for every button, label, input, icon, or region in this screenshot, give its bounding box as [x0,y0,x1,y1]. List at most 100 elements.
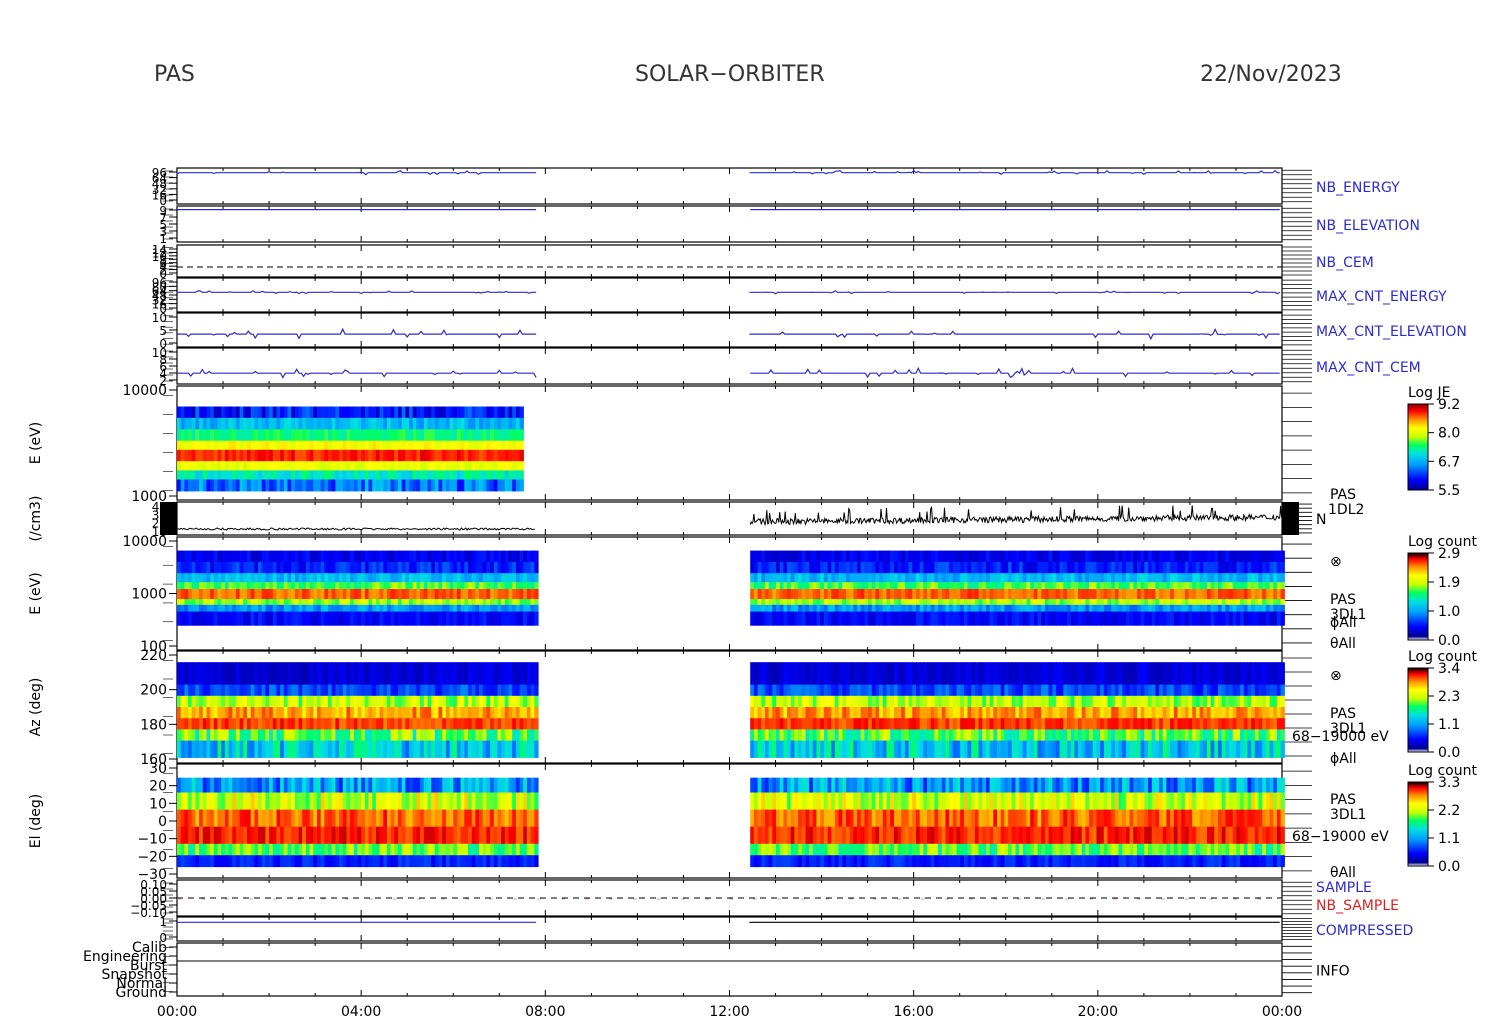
energy3d-spectrogram-cell [1254,582,1260,590]
energy3d-spectrogram-cell [298,604,303,613]
energy3d-spectrogram-cell [834,573,840,583]
azimuth-spectrogram-cell [757,684,762,697]
azimuth-spectrogram-cell [526,662,532,686]
energy-spectrogram-cell [416,429,421,442]
energy3d-spectrogram-cell [232,589,237,600]
azimuth-spectrogram-cell [997,718,1002,730]
y-tick-label: Engineering [83,949,167,965]
energy-spectrogram-cell [188,417,193,430]
energy-spectrogram-cell [291,406,296,419]
energy-spectrogram-cell [324,449,329,462]
energy3d-spectrogram-cell [228,611,233,626]
energy-spectrogram-cell [324,440,329,451]
energy-spectrogram-cell [317,417,322,430]
energy3d-spectrogram-cell [1070,582,1075,590]
energy3d-spectrogram-cell [269,611,274,626]
energy-spectrogram-cell [228,449,233,462]
energy3d-spectrogram-cell [523,599,528,606]
azimuth-spectrogram-cell [468,707,473,719]
energy-spectrogram-cell [460,417,465,430]
energy-spectrogram-cell [497,470,502,480]
energy-spectrogram-cell [235,406,241,419]
azimuth-spectrogram-cell [787,740,792,758]
energy3d-spectrogram-cell [952,573,958,583]
azimuth-spectrogram-cell [1004,718,1009,730]
energy3d-spectrogram-cell [1262,550,1267,563]
energy3d-spectrogram-cell [971,582,976,590]
azimuth-spectrogram-cell [750,740,755,758]
azimuth-spectrogram-cell [375,729,381,742]
energy3d-spectrogram-cell [1199,589,1204,600]
energy3d-spectrogram-cell [1188,604,1193,613]
max-cnt-cem-trace [177,368,537,379]
energy3d-spectrogram-cell [1240,573,1245,583]
azimuth-spectrogram-cell [361,662,366,686]
azimuth-spectrogram-cell [331,695,336,708]
azimuth-spectrogram-cell [982,662,987,686]
azimuth-spectrogram-cell [934,695,939,708]
energy3d-spectrogram-cell [1030,611,1035,626]
energy-spectrogram-cell [331,479,336,492]
y-tick-label: Calib [132,940,167,956]
energy3d-spectrogram-cell [919,599,924,606]
energy3d-spectrogram-cell [449,561,454,574]
azimuth-spectrogram-cell [269,695,274,708]
energy3d-spectrogram-cell [1100,604,1105,613]
azimuth-spectrogram-cell [401,662,406,686]
energy3d-spectrogram-cell [1148,611,1153,626]
energy-spectrogram-cell [250,429,255,442]
energy-spectrogram-cell [383,406,388,419]
azimuth-spectrogram-cell [497,707,502,719]
azimuth-spectrogram-cell [390,695,395,708]
energy3d-spectrogram-cell [250,604,255,613]
azimuth-spectrogram-cell [195,729,200,742]
energy-spectrogram-cell [184,461,189,471]
azimuth-spectrogram-cell [1015,740,1020,758]
energy3d-spectrogram-cell [342,561,348,574]
energy-spectrogram-cell [445,449,451,462]
energy3d-spectrogram-cell [1089,599,1094,606]
energy-spectrogram-cell [434,406,440,419]
energy-spectrogram-cell [232,417,237,430]
energy3d-spectrogram-cell [1004,599,1009,606]
energy3d-spectrogram-cell [952,582,958,590]
energy-spectrogram-cell [361,461,366,471]
y-tick-label: 30 [149,761,167,777]
energy3d-spectrogram-cell [934,599,939,606]
energy3d-spectrogram-cell [765,573,770,583]
energy-spectrogram-cell [493,461,499,471]
energy-spectrogram-cell [368,429,373,442]
energy-spectrogram-cell [497,429,502,442]
energy3d-spectrogram-cell [834,611,840,626]
energy3d-spectrogram-cell [353,550,359,563]
energy-spectrogram-cell [261,440,266,451]
energy-spectrogram-cell [475,449,480,462]
energy3d-spectrogram-cell [1137,573,1142,583]
azimuth-spectrogram-cell [779,718,784,730]
azimuth-spectrogram-cell [512,707,517,719]
energy-spectrogram-cell [342,479,348,492]
energy3d-spectrogram-cell [1254,599,1260,606]
energy-spectrogram-cell [412,429,417,442]
energy3d-spectrogram-cell [1011,611,1016,626]
azimuth-spectrogram-cell [379,707,384,719]
azimuth-spectrogram-cell [846,707,851,719]
azimuth-spectrogram-cell [420,729,425,742]
energy3d-spectrogram-cell [1258,550,1263,563]
energy3d-spectrogram-cell [779,611,784,626]
azimuth-spectrogram-cell [897,729,902,742]
energy3d-spectrogram-cell [978,589,983,600]
energy3d-spectrogram-cell [250,573,255,583]
energy-spectrogram-cell [519,429,524,442]
energy3d-spectrogram-cell [1162,604,1168,613]
azimuth-spectrogram-cell [434,718,440,730]
azimuth-spectrogram-cell [501,662,506,686]
energy-spectrogram-cell [427,461,432,471]
azimuth-spectrogram-cell [398,718,403,730]
azimuth-spectrogram-cell [353,662,359,686]
energy-spectrogram-cell [515,470,521,480]
azimuth-spectrogram-cell [398,684,403,697]
azimuth-spectrogram-cell [221,718,226,730]
energy-spectrogram-cell [515,449,521,462]
azimuth-spectrogram-cell [353,695,359,708]
